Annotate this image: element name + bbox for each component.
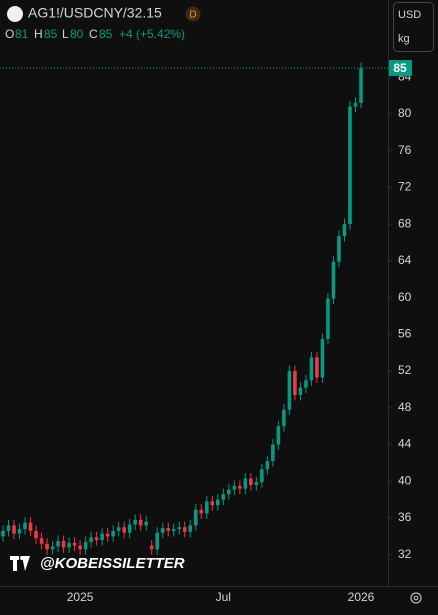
o-label: O bbox=[5, 27, 14, 41]
y-tick-label: 72 bbox=[398, 180, 412, 194]
watermark-logo bbox=[10, 556, 30, 571]
c-label: C bbox=[89, 27, 98, 41]
h-value: 85 bbox=[44, 27, 58, 41]
o-value: 81 bbox=[15, 27, 29, 41]
source-badge bbox=[185, 6, 201, 22]
currency: USD bbox=[398, 9, 421, 21]
y-tick-label: 80 bbox=[398, 106, 412, 120]
y-tick-label: 40 bbox=[398, 473, 412, 487]
unit-button[interactable] bbox=[393, 2, 434, 52]
y-tick-label: 32 bbox=[398, 547, 412, 561]
last-price-badge bbox=[389, 59, 412, 76]
y-tick-label: 76 bbox=[398, 143, 412, 157]
x-tick-label: 2025 bbox=[67, 590, 94, 604]
source: D bbox=[189, 10, 196, 21]
x-tick-label: Jul bbox=[216, 590, 231, 604]
symbol-icon bbox=[7, 6, 23, 22]
y-tick-label: 44 bbox=[398, 437, 412, 451]
y-tick-label: 68 bbox=[398, 216, 412, 230]
change: +4 (+5.42%) bbox=[119, 27, 185, 41]
unit: kg bbox=[398, 33, 410, 45]
symbol: AG1!/USDCNY/32.15 bbox=[28, 5, 162, 21]
settings-icon[interactable] bbox=[410, 592, 422, 604]
y-tick-label: 56 bbox=[398, 327, 412, 341]
h-label: H bbox=[34, 27, 43, 41]
y-tick-label: 48 bbox=[398, 400, 412, 414]
l-value: 80 bbox=[70, 27, 84, 41]
y-tick-label: 60 bbox=[398, 290, 412, 304]
y-tick-label: 36 bbox=[398, 510, 412, 524]
last-price-label: 85 bbox=[393, 61, 407, 75]
x-tick-label: 2026 bbox=[348, 590, 375, 604]
watermark: @KOBEISSILETTER bbox=[40, 555, 185, 572]
y-tick-label: 52 bbox=[398, 363, 412, 377]
l-label: L bbox=[62, 27, 69, 41]
y-tick-label: 64 bbox=[398, 253, 412, 267]
c-value: 85 bbox=[99, 27, 113, 41]
